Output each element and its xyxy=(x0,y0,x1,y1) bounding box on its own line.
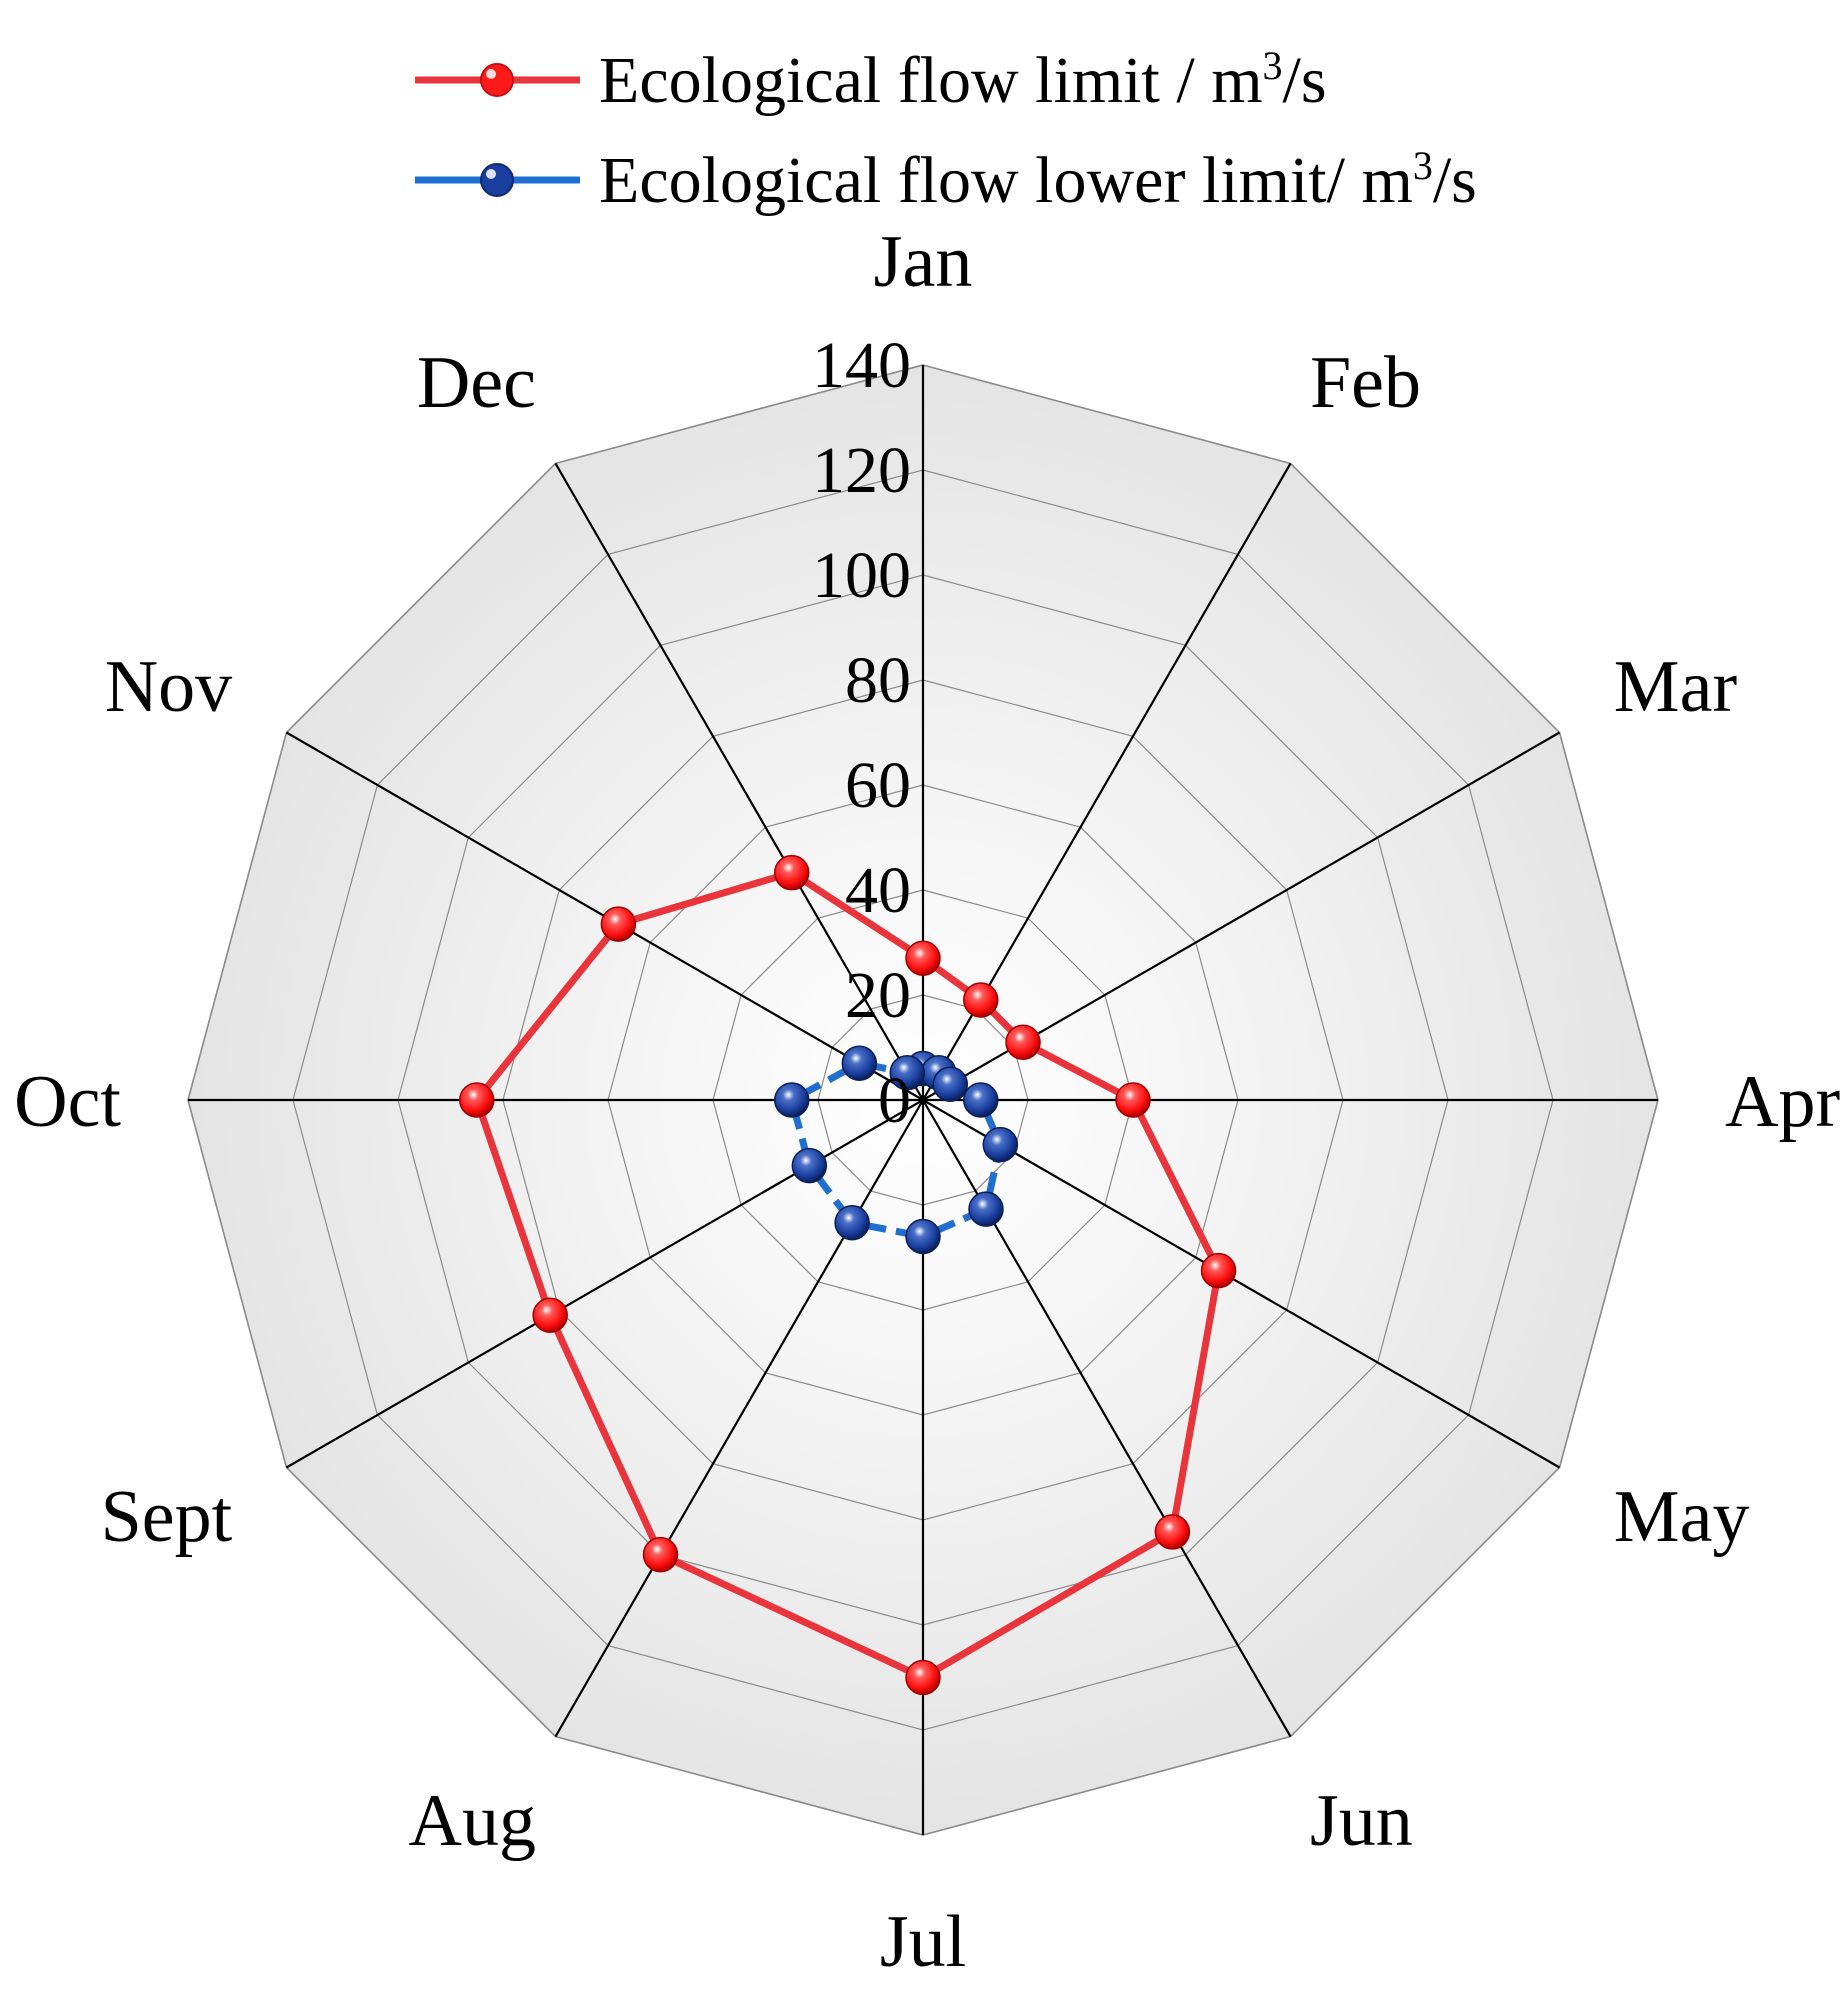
r-tick-label: 120 xyxy=(812,434,911,507)
axis-label-dec: Dec xyxy=(417,342,536,424)
axis-label-aug: Aug xyxy=(409,1780,536,1862)
legend-label-series-1: Ecological flow limit / m3/s xyxy=(599,42,1327,117)
series-2-point-sept xyxy=(791,1147,828,1184)
r-tick-label: 100 xyxy=(812,539,911,612)
series-2-point-dec xyxy=(889,1054,925,1091)
axis-label-sept: Sept xyxy=(101,1476,233,1558)
legend-item-series-2: Ecological flow lower limit/ m3/s xyxy=(410,130,1477,230)
series-2-point-mar xyxy=(932,1066,969,1102)
r-tick-label: 0 xyxy=(878,1064,911,1137)
legend-swatch-series-2 xyxy=(415,163,580,197)
series-1-point-jan xyxy=(905,940,941,976)
axis-label-jan: Jan xyxy=(874,221,973,303)
spoke-dec xyxy=(554,462,924,1101)
r-tick-label: 140 xyxy=(812,329,911,402)
legend-swatch-series-1 xyxy=(415,63,580,97)
series-1-point-mar xyxy=(1005,1024,1041,1060)
legend-label-series-2: Ecological flow lower limit/ m3/s xyxy=(599,142,1477,217)
series-1-point-may xyxy=(1200,1252,1237,1289)
series-2-point-oct xyxy=(774,1082,810,1118)
series-1-point-dec xyxy=(774,854,810,891)
series-1-point-feb xyxy=(963,982,999,1018)
axis-label-nov: Nov xyxy=(105,646,232,728)
spoke-may xyxy=(922,1099,1561,1469)
r-tick-label: 80 xyxy=(845,644,911,717)
series-2-point-jul xyxy=(905,1218,941,1255)
series-1-point-jul xyxy=(905,1659,941,1696)
legend-item-series-1: Ecological flow limit / m3/s xyxy=(410,30,1477,130)
series-1-point-sept xyxy=(532,1297,568,1333)
axis-label-apr: Apr xyxy=(1725,1061,1840,1143)
spoke-aug xyxy=(554,1099,924,1738)
legend: Ecological flow limit / m3/s Ecological … xyxy=(410,30,1477,230)
r-tick-label: 60 xyxy=(845,749,911,822)
series-2-point-jun xyxy=(968,1191,1004,1227)
axis-label-oct: Oct xyxy=(14,1061,121,1143)
series-2-point-aug xyxy=(834,1205,870,1241)
axis-label-feb: Feb xyxy=(1310,342,1421,424)
series-1-point-aug xyxy=(642,1536,679,1573)
series-2-point-apr xyxy=(963,1082,999,1118)
series-1-point-apr xyxy=(1115,1082,1151,1118)
axis-label-may: May xyxy=(1614,1476,1750,1558)
axis-label-mar: Mar xyxy=(1614,646,1737,728)
axis-label-jul: Jul xyxy=(880,1901,966,1983)
series-1-point-nov xyxy=(600,906,637,942)
r-tick-label: 20 xyxy=(845,959,911,1032)
series-1-point-jun xyxy=(1154,1514,1191,1550)
series-2-point-may xyxy=(982,1126,1019,1163)
series-2-point-nov xyxy=(841,1045,878,1081)
r-tick-label: 40 xyxy=(845,854,911,927)
axis-label-jun: Jun xyxy=(1310,1780,1413,1862)
series-1-point-oct xyxy=(459,1082,495,1118)
